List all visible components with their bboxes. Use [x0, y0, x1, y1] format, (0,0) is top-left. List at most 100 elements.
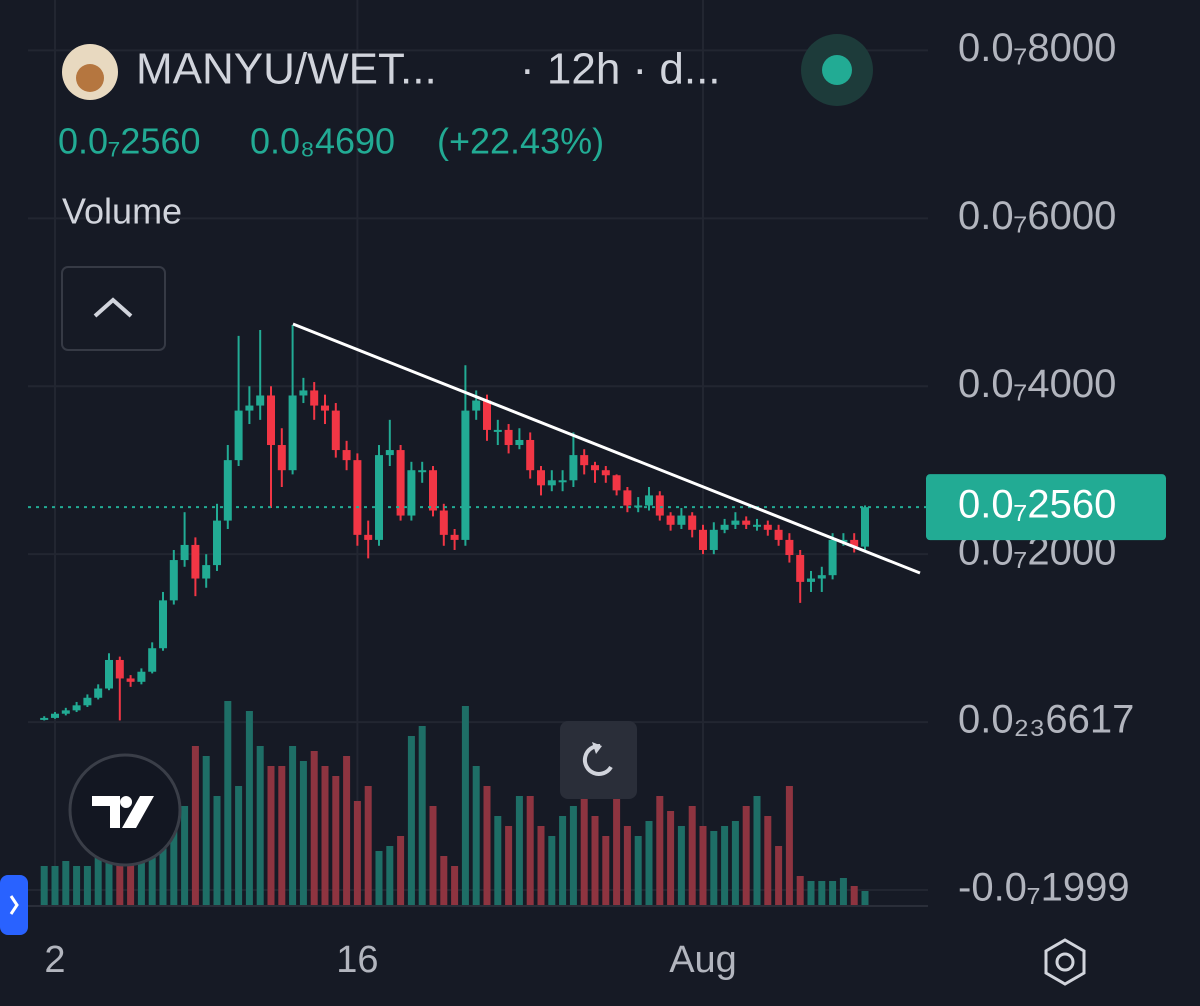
volume-bar: [742, 806, 750, 906]
y-tick-label: 0.0₇8000: [958, 26, 1116, 70]
volume-bar: [775, 846, 783, 906]
volume-bar: [62, 861, 70, 906]
y-tick-label: 0.0₇6000: [958, 194, 1116, 238]
candle-body: [40, 717, 49, 720]
volume-bar: [224, 701, 232, 906]
candle-body: [753, 524, 761, 527]
candle-body: [61, 710, 70, 714]
volume-bar: [51, 866, 59, 906]
candle-body: [159, 600, 167, 649]
candle-body: [861, 507, 869, 547]
reset-button[interactable]: [560, 721, 637, 799]
candle-body: [191, 544, 200, 579]
candle-body: [580, 455, 589, 466]
candle-body: [353, 460, 362, 535]
volume-bar: [321, 766, 329, 906]
volume-bar: [796, 876, 804, 906]
volume-bar: [310, 751, 318, 906]
volume-bar: [159, 826, 167, 906]
volume-bar: [623, 826, 631, 906]
candle-body: [817, 575, 826, 579]
volume-bar: [494, 816, 502, 906]
candle-body: [418, 470, 427, 473]
candle-body: [655, 495, 664, 516]
candle-body: [51, 713, 59, 718]
volume-bar: [461, 706, 469, 906]
volume-bar: [299, 761, 307, 906]
volume-bar: [235, 786, 243, 906]
volume-bar: [677, 826, 685, 906]
candle-body: [645, 495, 653, 506]
price-tag: [926, 474, 1166, 541]
trend-line[interactable]: [292, 322, 921, 575]
candle-body: [310, 390, 319, 406]
volume-bar: [634, 836, 642, 906]
volume-bar: [148, 856, 156, 906]
candle-body: [785, 539, 794, 556]
candle-body: [461, 410, 470, 540]
volume-bar: [256, 746, 264, 906]
price-tag-label: 0.0₇2560: [958, 483, 1116, 527]
price: 0.0₇2560: [58, 121, 201, 162]
volume-bar: [213, 796, 221, 906]
collapse-icon: [93, 297, 133, 318]
volume-bar: [515, 796, 523, 906]
candle-body: [277, 445, 286, 471]
candles: [28, 324, 928, 721]
volume-bar: [289, 746, 297, 906]
volume-bar: [343, 756, 351, 906]
volume-bar: [472, 766, 480, 906]
side-tab-icon: [9, 895, 19, 915]
candle-body: [666, 515, 675, 525]
interval[interactable]: · 12h · d...: [520, 45, 721, 94]
candle-body: [223, 460, 232, 521]
reset-icon: [582, 743, 613, 776]
candle-body: [245, 405, 254, 411]
candle-body: [807, 578, 815, 582]
indicator-name: Volume: [62, 191, 182, 232]
volume-bar: [83, 866, 91, 906]
volume-bar: [440, 856, 448, 906]
candle-body: [763, 524, 772, 530]
candle-body: [483, 400, 491, 430]
volume-bar: [397, 836, 405, 906]
candle-body: [828, 539, 837, 576]
volume-bar: [710, 831, 718, 906]
volume-bar: [850, 886, 858, 906]
volume-bar: [429, 806, 437, 906]
x-tick-label: 16: [336, 939, 378, 981]
volume-bar: [688, 806, 696, 906]
volume-bar: [559, 816, 567, 906]
axes: 0.0₇80000.0₇60000.0₇40000.0₇20000.0₂₃661…: [28, 26, 1166, 981]
candle-body: [385, 450, 394, 456]
candle-body: [321, 405, 329, 411]
volume-bar: [591, 816, 599, 906]
candle-body: [547, 480, 556, 486]
candle-body: [126, 678, 135, 682]
y-tick-label: 0.0₇4000: [958, 362, 1116, 406]
candle-body: [472, 400, 481, 411]
token-avatar-face: [76, 64, 104, 92]
settings-button[interactable]: [1044, 938, 1086, 986]
volume-bar: [829, 881, 837, 906]
volume-bar: [375, 851, 383, 906]
candle-body: [299, 390, 308, 396]
volume-bar: [483, 786, 491, 906]
candle-body: [677, 515, 686, 525]
logo-button[interactable]: [68, 753, 182, 867]
symbol[interactable]: MANYU/WET...: [136, 45, 437, 94]
candle-body: [83, 697, 92, 706]
candle-body: [612, 475, 621, 491]
side-tab[interactable]: [0, 875, 28, 935]
candle-body: [839, 539, 848, 542]
collapse-button[interactable]: [61, 266, 166, 351]
candle-body: [623, 490, 632, 506]
volume-bar: [451, 866, 459, 906]
volume-bar: [386, 846, 394, 906]
volume-bar: [407, 736, 415, 906]
volume-bar: [353, 801, 361, 906]
volume-bar: [731, 821, 739, 906]
candle-body: [601, 470, 610, 476]
candle-body: [288, 395, 297, 471]
